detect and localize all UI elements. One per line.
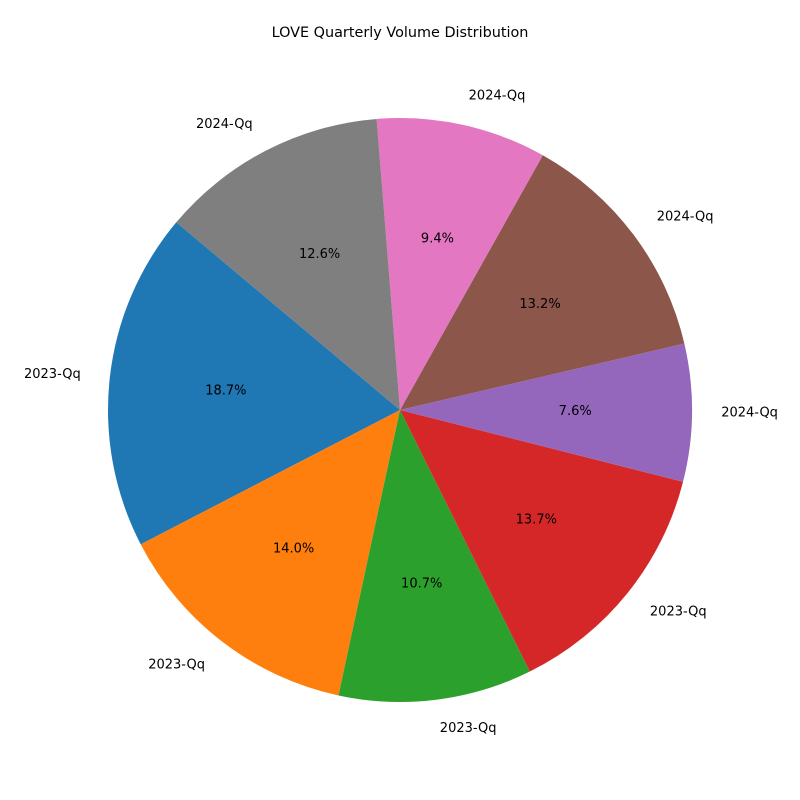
pie-slice-percent-label: 18.7% bbox=[205, 383, 246, 398]
pie-slice-category-label: 2023-Qq bbox=[148, 658, 205, 673]
chart-title: LOVE Quarterly Volume Distribution bbox=[272, 25, 529, 41]
pie-slices bbox=[108, 118, 693, 703]
pie-slice-category-label: 2023-Qq bbox=[440, 721, 497, 736]
pie-slice bbox=[400, 343, 693, 482]
pie-slice-percent-label: 9.4% bbox=[421, 231, 454, 246]
pie-slice-percent-label: 13.7% bbox=[516, 513, 557, 528]
pie-slice bbox=[338, 410, 530, 703]
pie-slice-category-label: 2024-Qq bbox=[657, 209, 714, 224]
pie-slice-category-label: 2023-Qq bbox=[650, 604, 707, 619]
pie-slice bbox=[176, 118, 400, 410]
pie-slice-percent-label: 12.6% bbox=[299, 247, 340, 262]
pie-slice-category-label: 2024-Qq bbox=[196, 117, 253, 132]
pie-labels: 18.7% 2023-Qq 14.0% 2023-Qq 10.7% 2023-Qq 13.7… bbox=[24, 89, 778, 737]
pie-slice bbox=[108, 222, 401, 545]
pie-slice bbox=[140, 410, 401, 696]
pie-slice-percent-label: 10.7% bbox=[401, 576, 442, 591]
pie-slice-percent-label: 13.2% bbox=[519, 297, 560, 312]
pie-slice bbox=[400, 155, 685, 410]
pie-slice-percent-label: 7.6% bbox=[559, 404, 592, 419]
pie-slice bbox=[376, 118, 543, 410]
pie-slice-category-label: 2023-Qq bbox=[24, 367, 81, 382]
pie-slice-category-label: 2024-Qq bbox=[721, 406, 778, 421]
pie-slice bbox=[400, 410, 684, 672]
pie-slice-category-label: 2024-Qq bbox=[469, 89, 526, 104]
pie-slice-percent-label: 14.0% bbox=[273, 542, 314, 557]
